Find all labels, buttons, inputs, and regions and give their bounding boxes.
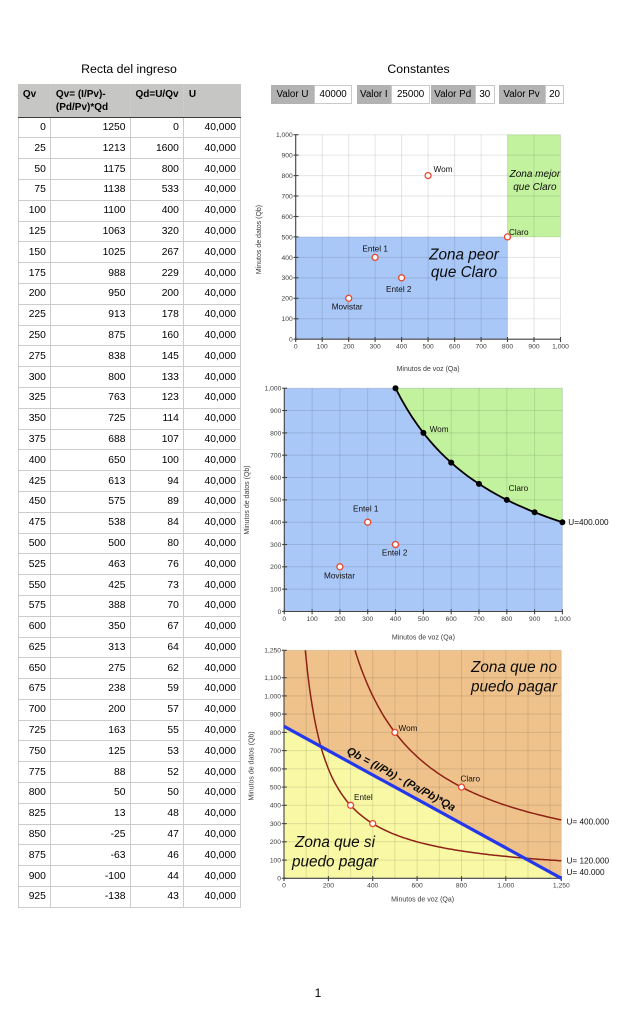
svg-text:1,250: 1,250 bbox=[264, 648, 281, 655]
svg-text:400: 400 bbox=[270, 520, 281, 527]
svg-text:1,000: 1,000 bbox=[264, 693, 281, 700]
svg-text:400: 400 bbox=[282, 255, 293, 262]
svg-text:puedo pagar: puedo pagar bbox=[291, 854, 379, 871]
svg-text:Minutos de datos (Qb): Minutos de datos (Qb) bbox=[249, 731, 256, 800]
svg-text:700: 700 bbox=[473, 616, 484, 623]
svg-text:400: 400 bbox=[390, 616, 401, 623]
svg-text:Wom: Wom bbox=[399, 724, 418, 733]
svg-text:700: 700 bbox=[270, 748, 281, 755]
svg-text:Entel 2: Entel 2 bbox=[382, 549, 408, 558]
svg-text:Minutos de voz (Qa): Minutos de voz (Qa) bbox=[397, 366, 460, 373]
svg-text:700: 700 bbox=[270, 453, 281, 460]
svg-text:200: 200 bbox=[343, 344, 354, 351]
svg-text:900: 900 bbox=[282, 153, 293, 160]
svg-text:400: 400 bbox=[367, 883, 378, 890]
svg-text:200: 200 bbox=[282, 296, 293, 303]
svg-text:500: 500 bbox=[418, 616, 429, 623]
svg-text:Claro: Claro bbox=[461, 775, 481, 784]
svg-text:Minutos de datos (Qb): Minutos de datos (Qb) bbox=[256, 205, 263, 274]
svg-text:600: 600 bbox=[270, 475, 281, 482]
svg-text:800: 800 bbox=[270, 730, 281, 737]
svg-text:Entel: Entel bbox=[354, 793, 373, 802]
svg-text:200: 200 bbox=[270, 839, 281, 846]
svg-text:Zona mejor: Zona mejor bbox=[509, 169, 561, 180]
svg-text:1,000: 1,000 bbox=[552, 344, 569, 351]
svg-text:500: 500 bbox=[423, 344, 434, 351]
svg-text:300: 300 bbox=[270, 542, 281, 549]
svg-text:200: 200 bbox=[323, 883, 334, 890]
svg-text:700: 700 bbox=[282, 193, 293, 200]
svg-text:Minutos de datos (Qb): Minutos de datos (Qb) bbox=[244, 465, 251, 534]
svg-text:800: 800 bbox=[456, 883, 467, 890]
svg-text:300: 300 bbox=[370, 344, 381, 351]
svg-text:800: 800 bbox=[282, 173, 293, 180]
svg-text:U= 40.000: U= 40.000 bbox=[567, 868, 605, 877]
svg-text:U=400.000: U=400.000 bbox=[568, 518, 609, 527]
svg-text:Minutos de voz (Qa): Minutos de voz (Qa) bbox=[391, 897, 454, 904]
svg-text:0: 0 bbox=[282, 616, 286, 623]
svg-text:800: 800 bbox=[270, 430, 281, 437]
svg-text:Wom: Wom bbox=[434, 165, 453, 174]
svg-text:0: 0 bbox=[294, 344, 298, 351]
svg-text:Zona que no: Zona que no bbox=[470, 659, 557, 676]
svg-text:que Claro: que Claro bbox=[513, 182, 557, 193]
svg-text:0: 0 bbox=[289, 337, 293, 344]
svg-text:0: 0 bbox=[277, 876, 281, 883]
svg-text:100: 100 bbox=[270, 858, 281, 865]
svg-text:puedo pagar: puedo pagar bbox=[470, 679, 558, 696]
svg-text:Claro: Claro bbox=[509, 228, 529, 237]
svg-text:Movistar: Movistar bbox=[324, 571, 355, 580]
svg-text:1,250: 1,250 bbox=[553, 883, 570, 890]
svg-text:Entel 1: Entel 1 bbox=[353, 505, 379, 514]
svg-text:Movistar: Movistar bbox=[332, 303, 363, 312]
svg-text:Wom: Wom bbox=[430, 425, 449, 434]
svg-text:1,000: 1,000 bbox=[265, 386, 282, 393]
svg-text:100: 100 bbox=[270, 587, 281, 594]
svg-text:400: 400 bbox=[396, 344, 407, 351]
svg-text:Entel 1: Entel 1 bbox=[362, 245, 388, 254]
svg-text:600: 600 bbox=[449, 344, 460, 351]
svg-text:100: 100 bbox=[282, 316, 293, 323]
svg-text:600: 600 bbox=[412, 883, 423, 890]
svg-text:300: 300 bbox=[282, 275, 293, 282]
svg-text:600: 600 bbox=[270, 766, 281, 773]
svg-text:500: 500 bbox=[270, 785, 281, 792]
svg-text:900: 900 bbox=[528, 344, 539, 351]
svg-text:700: 700 bbox=[476, 344, 487, 351]
svg-text:600: 600 bbox=[446, 616, 457, 623]
svg-text:0: 0 bbox=[282, 883, 286, 890]
svg-text:1,100: 1,100 bbox=[264, 675, 281, 682]
svg-text:U= 120.000: U= 120.000 bbox=[567, 857, 610, 866]
svg-text:500: 500 bbox=[282, 234, 293, 241]
svg-text:300: 300 bbox=[270, 821, 281, 828]
svg-text:200: 200 bbox=[270, 564, 281, 571]
svg-text:900: 900 bbox=[270, 712, 281, 719]
svg-text:100: 100 bbox=[307, 616, 318, 623]
svg-text:600: 600 bbox=[282, 214, 293, 221]
svg-text:800: 800 bbox=[502, 344, 513, 351]
svg-text:800: 800 bbox=[501, 616, 512, 623]
svg-text:1,000: 1,000 bbox=[554, 616, 571, 623]
svg-text:300: 300 bbox=[362, 616, 373, 623]
svg-text:900: 900 bbox=[270, 408, 281, 415]
svg-text:Zona que si: Zona que si bbox=[294, 834, 376, 851]
svg-text:500: 500 bbox=[270, 497, 281, 504]
svg-text:Zona peor: Zona peor bbox=[428, 246, 500, 263]
svg-text:Entel 2: Entel 2 bbox=[386, 285, 412, 294]
svg-text:1,000: 1,000 bbox=[276, 132, 293, 139]
svg-text:100: 100 bbox=[317, 344, 328, 351]
svg-text:200: 200 bbox=[334, 616, 345, 623]
svg-text:0: 0 bbox=[278, 609, 282, 616]
svg-text:Claro: Claro bbox=[509, 484, 529, 493]
svg-text:que Claro: que Claro bbox=[431, 264, 498, 281]
svg-text:U= 400.000: U= 400.000 bbox=[567, 818, 610, 827]
svg-text:400: 400 bbox=[270, 803, 281, 810]
svg-text:1,000: 1,000 bbox=[497, 883, 514, 890]
svg-text:900: 900 bbox=[529, 616, 540, 623]
svg-text:Minutos de voz (Qa): Minutos de voz (Qa) bbox=[392, 635, 455, 642]
